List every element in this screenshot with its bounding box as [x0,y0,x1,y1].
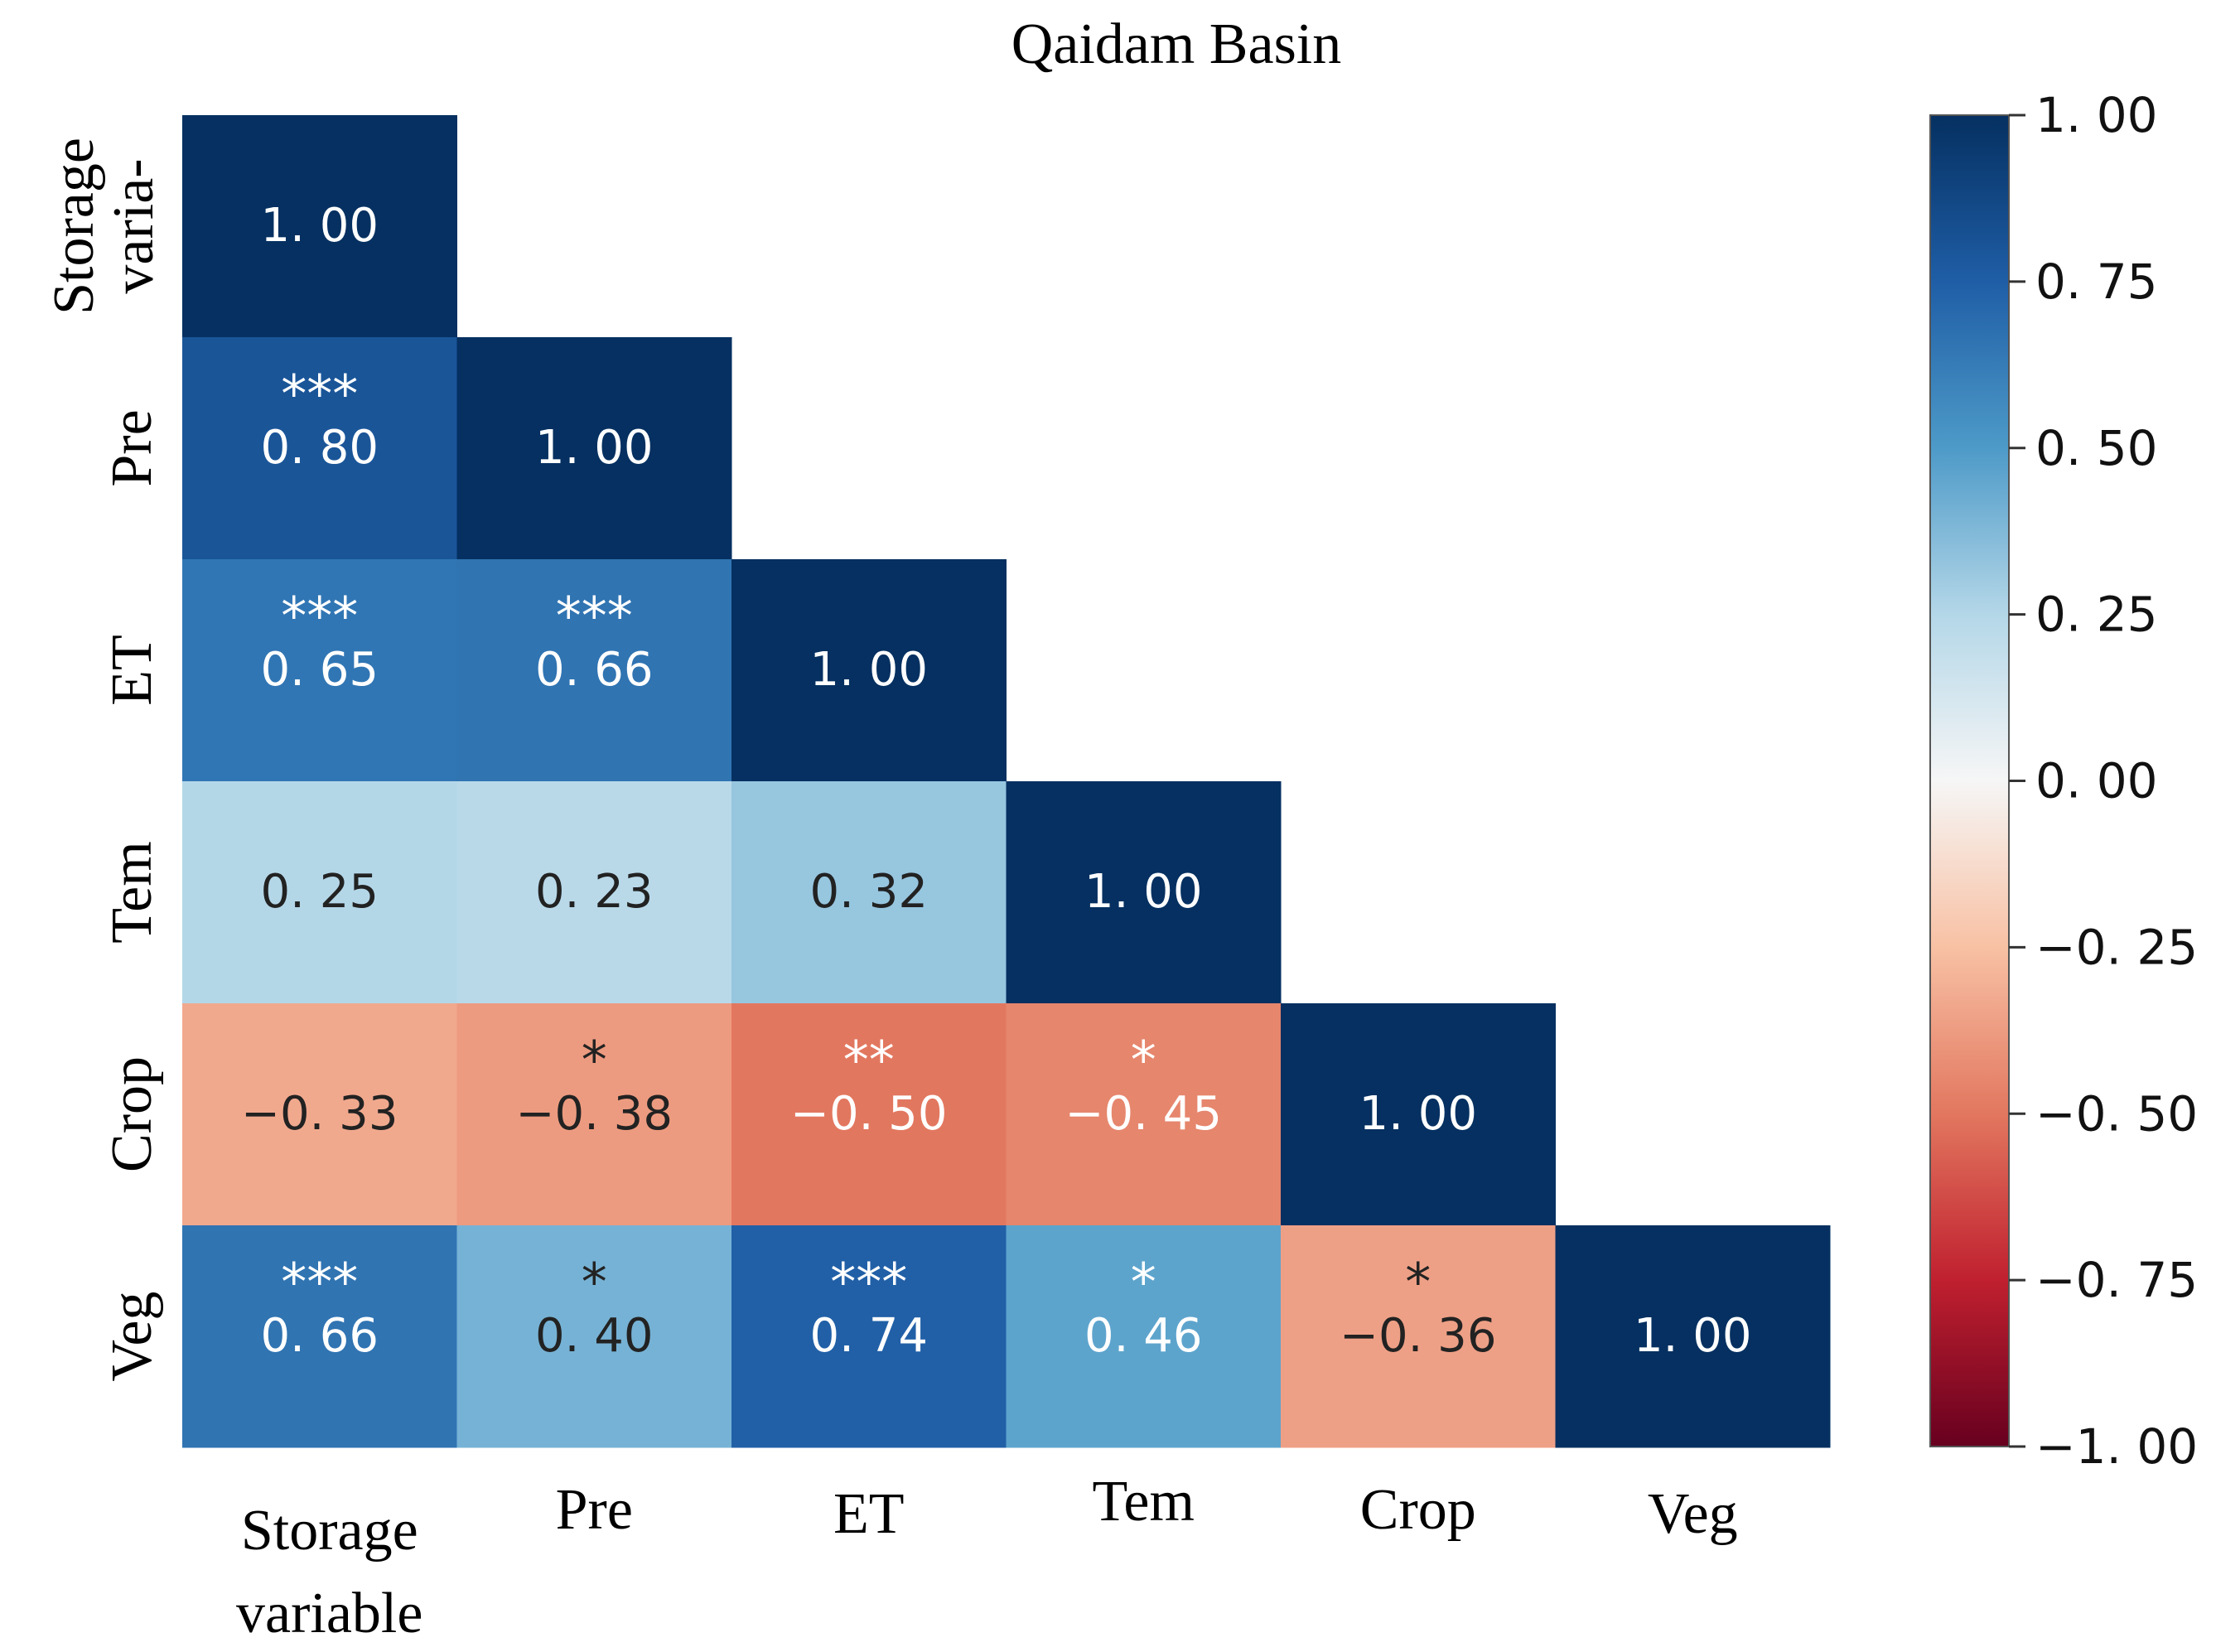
heatmap-cell-2-2 [731,559,1007,782]
significance-label-4-3: * [1131,1030,1156,1090]
heatmap-cell-4-4 [1281,1003,1556,1226]
heatmap-cell-5-0 [182,1225,457,1448]
y-tick-label-4-line-0: Crop [100,1056,164,1172]
cell-value-label-1-0: 0. 80 [261,421,379,475]
cell-value-label-4-2: −0. 50 [790,1087,947,1141]
y-tick-label-5-line-0: Veg [100,1292,164,1382]
heatmap-cell-1-0 [182,337,457,560]
colorbar-tick-label-1: 0. 75 [2035,254,2158,310]
significance-label-4-1: * [582,1030,607,1090]
heatmap-cell-1-1 [456,337,732,560]
heatmap-cell-5-3 [1006,1225,1282,1448]
heatmap-cell-3-1 [456,781,732,1004]
cell-value-label-4-1: −0. 38 [516,1087,673,1141]
colorbar: 1. 00 0. 75 0. 50 0. 25 0. 00 −0. 25 −0. 50 −0.… [1929,87,2198,1475]
heatmap-cell-3-0 [182,781,457,1004]
y-tick-label-1: Pre [100,409,164,486]
cell-value-label-2-1: 0. 66 [535,643,654,697]
cell-value-label-3-0: 0. 25 [261,865,379,919]
cell-value-label-3-3: 1. 00 [1084,865,1203,919]
colorbar-tick-label-0: 1. 00 [2035,87,2158,143]
colorbar-tick-label-5: −0. 25 [2035,919,2198,975]
y-tick-label-2: ET [100,635,164,706]
colorbar-gradient [1929,114,2010,1447]
heatmap-cell-3-3 [1006,781,1282,1004]
significance-label-2-0: *** [281,586,358,646]
heatmap-cell-0-0 [182,115,457,338]
cell-value-label-5-0: 0. 66 [261,1309,379,1363]
cell-value-label-5-2: 0. 74 [810,1309,929,1363]
significance-label-4-2: ** [843,1030,895,1090]
cell-value-label-0-0: 1. 00 [261,199,379,253]
colorbar-tick-label-6: −0. 50 [2035,1085,2198,1142]
heatmap-cell-5-4 [1281,1225,1556,1448]
y-tick-label-1-line-0: Pre [100,409,164,486]
colorbar-tick-label-4: 0. 00 [2035,753,2158,809]
colorbar-ticks: 1. 00 0. 75 0. 50 0. 25 0. 00 −0. 25 −0. 50 −0.… [2009,87,2198,1475]
colorbar-tick-label-3: 0. 25 [2035,587,2158,643]
y-tick-label-3-line-0: Tem [100,841,164,943]
cell-value-label-3-1: 0. 23 [535,865,654,919]
cell-value-label-1-1: 1. 00 [535,421,654,475]
significance-label-5-3: * [1131,1252,1156,1312]
x-tick-label-1: Pre [556,1478,633,1542]
cell-value-label-5-4: −0. 36 [1340,1309,1496,1363]
heatmap-cell-5-1 [456,1225,732,1448]
cell-value-label-4-0: −0. 33 [241,1087,398,1141]
y-tick-label-2-line-0: ET [100,635,164,706]
cell-value-label-3-2: 0. 32 [810,865,929,919]
y-tick-label-0-line-1: varia- [102,158,166,293]
y-tick-label-4: Crop [100,1056,164,1172]
cell-value-label-5-5: 1. 00 [1634,1309,1752,1363]
heatmap-cell-5-2 [731,1225,1007,1448]
significance-label-5-1: * [582,1252,607,1312]
heatmap-cell-2-1 [456,559,732,782]
significance-label-5-0: *** [281,1252,358,1312]
heatmap-cell-4-2 [731,1003,1007,1226]
y-tick-label-3: Tem [100,841,164,943]
heatmap-cells: 1. 00***0. 80 1. 00***0. 65***0. 66 1. 000… [182,115,1831,1448]
colorbar-tick-label-2: 0. 50 [2035,420,2158,476]
x-tick-label-2: ET [833,1482,905,1546]
colorbar-tick-label-7: −0. 75 [2035,1252,2198,1308]
x-tick-label-4: Crop [1360,1478,1476,1542]
cell-value-label-2-0: 0. 65 [261,643,379,697]
heatmap-cell-3-2 [731,781,1007,1004]
heatmap-cell-5-5 [1555,1225,1831,1448]
y-tick-label-0-line-0: Storage [42,138,106,315]
significance-label-5-2: *** [830,1252,907,1312]
significance-label-2-1: *** [556,586,633,646]
x-axis-labels: Storage variable Pre ET Tem Crop Veg [236,1470,1738,1645]
heatmap-cell-2-0 [182,559,457,782]
chart-title: Qaidam Basin [1011,12,1342,76]
x-tick-label-3: Tem [1093,1470,1195,1534]
cell-value-label-4-3: −0. 45 [1065,1087,1222,1141]
cell-value-label-5-3: 0. 46 [1084,1309,1203,1363]
heatmap-cell-4-1 [456,1003,732,1226]
cell-value-label-5-1: 0. 40 [535,1309,654,1363]
significance-label-1-0: *** [281,364,358,424]
x-tick-label-0-line-1: variable [236,1582,422,1645]
cell-value-label-2-2: 1. 00 [810,643,929,697]
x-tick-label-0-line-0: Storage [241,1499,418,1563]
heatmap-cell-4-0 [182,1003,457,1226]
significance-label-5-4: * [1405,1252,1431,1312]
heatmap-cell-4-3 [1006,1003,1282,1226]
colorbar-tick-label-8: −1. 00 [2035,1418,2198,1475]
x-tick-label-5: Veg [1648,1482,1738,1546]
y-tick-label-5: Veg [100,1292,164,1382]
cell-value-label-4-4: 1. 00 [1359,1087,1478,1141]
